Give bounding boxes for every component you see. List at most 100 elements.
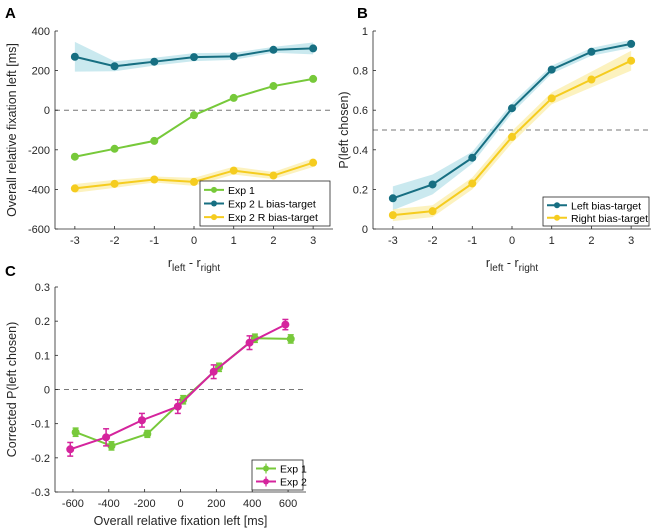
- data-point: [150, 136, 159, 145]
- x-tick-label: 2: [270, 235, 276, 247]
- x-tick-label: -3: [388, 235, 398, 247]
- confidence-band-3: [74, 158, 314, 193]
- data-point: [309, 74, 318, 83]
- y-tick-label: 0: [44, 385, 50, 397]
- x-label-sub: left: [490, 263, 504, 274]
- y-tick-label: 0: [44, 105, 50, 117]
- data-point: [190, 177, 198, 186]
- y-tick-label: 0.2: [35, 316, 50, 328]
- data-point: [286, 334, 295, 343]
- data-point: [269, 82, 278, 91]
- data-point: [102, 433, 111, 442]
- data-point: [428, 207, 437, 216]
- panel-label-a: A: [5, 5, 16, 22]
- legend-box: [251, 459, 304, 491]
- x-tick-label: 3: [628, 235, 634, 247]
- y-tick-label: 0.6: [353, 105, 368, 117]
- x-tick-label: -200: [134, 498, 156, 510]
- data-point: [388, 211, 397, 220]
- x-tick-label: 0: [191, 235, 197, 247]
- data-point: [110, 179, 119, 188]
- data-point: [468, 179, 477, 188]
- data-point: [627, 56, 636, 65]
- x-label-mid: - r: [185, 256, 200, 270]
- y-tick-label: -0.3: [31, 487, 50, 499]
- data-point: [190, 53, 198, 62]
- legend-entry: Right bias-target: [571, 213, 648, 225]
- panel-b: B 0 0.2 0.4 0.6 0.8 1 -3 -2 -1 0 1 2 3 rleft - rright P…: [337, 5, 651, 274]
- data-point: [508, 104, 516, 113]
- y-axis-label: Overall relative fixation left [ms]: [5, 43, 19, 217]
- data-point: [269, 45, 278, 54]
- legend-box: [542, 196, 650, 227]
- x-tick-label: 1: [549, 235, 555, 247]
- x-tick-label: 2: [588, 235, 594, 247]
- legend-swatch-marker: [211, 214, 217, 221]
- y-axis-label: Corrected P(left chosen): [5, 322, 19, 457]
- x-tick-label: 400: [243, 498, 261, 510]
- y-axis-label: P(left chosen): [337, 91, 351, 168]
- data-point: [209, 367, 218, 376]
- data-point: [388, 194, 397, 203]
- data-point: [70, 152, 79, 161]
- x-tick-label: -1: [149, 235, 159, 247]
- x-tick-label: 600: [279, 498, 297, 510]
- confidence-band-1: [392, 39, 632, 211]
- legend-entry: Left bias-target: [571, 200, 641, 212]
- y-tick-label: -0.1: [31, 419, 50, 431]
- y-tick-label: 0.3: [35, 282, 50, 294]
- y-tick-label: 200: [32, 66, 50, 78]
- data-point: [110, 144, 119, 153]
- data-point: [137, 416, 146, 425]
- data-point: [150, 57, 159, 66]
- data-point: [150, 175, 159, 184]
- data-point: [70, 184, 79, 193]
- data-point: [627, 39, 636, 48]
- y-tick-label: -400: [28, 184, 50, 196]
- y-tick-label: 0.8: [353, 66, 368, 78]
- data-point: [468, 153, 477, 162]
- x-label-sub: right: [519, 263, 539, 274]
- legend-entry: Exp 2: [280, 477, 307, 489]
- data-point: [547, 94, 556, 103]
- data-point: [143, 429, 152, 438]
- panel-a: A -600 -400 -200 0 200 400 -3 -2 -1 0 1 2 3 rleft - rr…: [5, 5, 333, 274]
- legend-entry: Exp 2 R bias-target: [228, 212, 318, 224]
- x-axis-label: rleft - rright: [486, 256, 538, 274]
- data-point: [71, 428, 80, 437]
- data-point: [309, 44, 318, 53]
- data-point: [281, 320, 290, 329]
- panel-label-b: B: [357, 5, 368, 22]
- y-tick-label: 400: [32, 26, 50, 38]
- x-tick-label: 0: [509, 235, 515, 247]
- data-point: [229, 166, 238, 175]
- data-point: [587, 75, 596, 84]
- legend-swatch-marker: [263, 478, 269, 485]
- x-label-mid: - r: [503, 256, 518, 270]
- x-tick-label: -2: [428, 235, 438, 247]
- y-tick-label: 0: [362, 224, 368, 236]
- data-point: [229, 93, 238, 102]
- legend-entry: Exp 1: [228, 185, 255, 197]
- x-tick-label: 0: [177, 498, 183, 510]
- x-tick-label: 200: [207, 498, 225, 510]
- legend-swatch-marker: [211, 200, 217, 207]
- y-tick-label: -0.2: [31, 453, 50, 465]
- panel-c: C -0.3 -0.2 -0.1 0 0.1 0.2 0.3 -600 -400 -200 0 200 4…: [5, 263, 307, 528]
- legend-swatch-marker: [554, 202, 560, 209]
- x-tick-label: -1: [467, 235, 477, 247]
- x-tick-label: -600: [62, 498, 84, 510]
- data-point: [508, 132, 516, 141]
- y-tick-label: -600: [28, 224, 50, 236]
- legend-entry: Exp 2 L bias-target: [228, 199, 316, 211]
- legend-swatch-marker: [211, 186, 217, 193]
- x-tick-label: -2: [110, 235, 120, 247]
- x-label-main: r: [486, 256, 490, 270]
- series-line-1: [75, 337, 291, 447]
- y-tick-label: 0.4: [353, 145, 368, 157]
- legend-entry: Exp 1: [280, 464, 307, 476]
- data-point: [66, 445, 75, 454]
- y-tick-label: 1: [362, 26, 368, 38]
